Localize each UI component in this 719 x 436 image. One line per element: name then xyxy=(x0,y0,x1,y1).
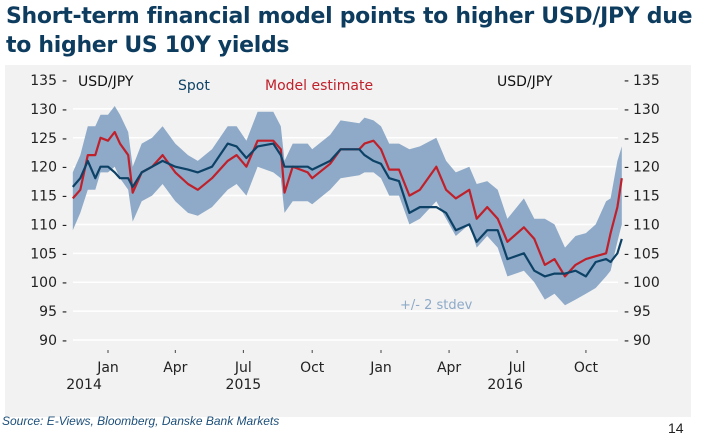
x-year-label: 2014 xyxy=(66,377,102,393)
y-tick-label-right: 135 xyxy=(633,73,660,89)
x-tick-label: Apr xyxy=(437,360,461,376)
x-tick-label: Oct xyxy=(574,360,599,376)
y-tick-dash-left: - xyxy=(62,160,67,176)
right-axis-label: USD/JPY xyxy=(497,74,553,90)
y-tick-dash-right: - xyxy=(624,333,629,349)
y-tick-label-left: 110 xyxy=(30,217,57,233)
y-tick-dash-left: - xyxy=(62,73,67,89)
source-note: Source: E-Views, Bloomberg, Danske Bank … xyxy=(2,414,280,428)
y-tick-dash-right: - xyxy=(624,160,629,176)
x-tick-label: Jan xyxy=(96,360,119,376)
y-tick-dash-right: - xyxy=(624,217,629,233)
y-tick-label-left: 135 xyxy=(30,73,57,89)
y-tick-dash-left: - xyxy=(62,304,67,320)
y-tick-label-right: 105 xyxy=(633,246,660,262)
y-tick-dash-left: - xyxy=(62,189,67,205)
page-number: 14 xyxy=(668,420,684,436)
left-axis-label: USD/JPY xyxy=(78,74,134,90)
y-tick-label-right: 90 xyxy=(633,333,651,349)
y-tick-label-right: 115 xyxy=(633,189,660,205)
x-tick-label: Jul xyxy=(234,360,252,376)
y-tick-label-right: 95 xyxy=(633,304,651,320)
y-tick-label-right: 120 xyxy=(633,160,660,176)
chart-title: Short-term financial model points to hig… xyxy=(6,4,693,58)
band-label: +/- 2 stdev xyxy=(400,298,473,313)
y-tick-label-left: 115 xyxy=(30,189,57,205)
y-tick-label-left: 105 xyxy=(30,246,57,262)
y-tick-dash-left: - xyxy=(62,333,67,349)
y-tick-dash-right: - xyxy=(624,246,629,262)
spot-line xyxy=(71,142,623,278)
y-tick-dash-right: - xyxy=(624,131,629,147)
x-tick-label: Apr xyxy=(163,360,187,376)
x-year-label: 2015 xyxy=(226,377,262,393)
y-tick-label-left: 120 xyxy=(30,160,57,176)
y-tick-dash-left: - xyxy=(62,102,67,118)
y-tick-dash-right: - xyxy=(624,304,629,320)
y-tick-dash-left: - xyxy=(62,275,67,291)
y-tick-dash-left: - xyxy=(62,217,67,233)
y-tick-label-right: 100 xyxy=(633,275,660,291)
x-tick-label: Oct xyxy=(300,360,325,376)
y-tick-label-left: 125 xyxy=(30,131,57,147)
x-year-label: 2016 xyxy=(487,377,523,393)
y-tick-dash-right: - xyxy=(624,73,629,89)
x-tick-label: Jan xyxy=(369,360,392,376)
legend-spot: Spot xyxy=(178,78,210,94)
y-tick-label-right: 125 xyxy=(633,131,660,147)
y-tick-label-left: 130 xyxy=(30,102,57,118)
y-tick-label-left: 90 xyxy=(39,333,57,349)
y-tick-label-right: 110 xyxy=(633,217,660,233)
y-tick-dash-right: - xyxy=(624,189,629,205)
y-tick-label-left: 95 xyxy=(39,304,57,320)
y-tick-dash-right: - xyxy=(624,102,629,118)
y-tick-label-left: 100 xyxy=(30,275,57,291)
y-tick-dash-left: - xyxy=(62,246,67,262)
x-tick-label: Jul xyxy=(508,360,526,376)
y-tick-dash-left: - xyxy=(62,131,67,147)
y-tick-dash-right: - xyxy=(624,275,629,291)
legend-model-estimate: Model estimate xyxy=(265,78,373,94)
y-tick-label-right: 130 xyxy=(633,102,660,118)
stdev-band xyxy=(72,106,622,306)
